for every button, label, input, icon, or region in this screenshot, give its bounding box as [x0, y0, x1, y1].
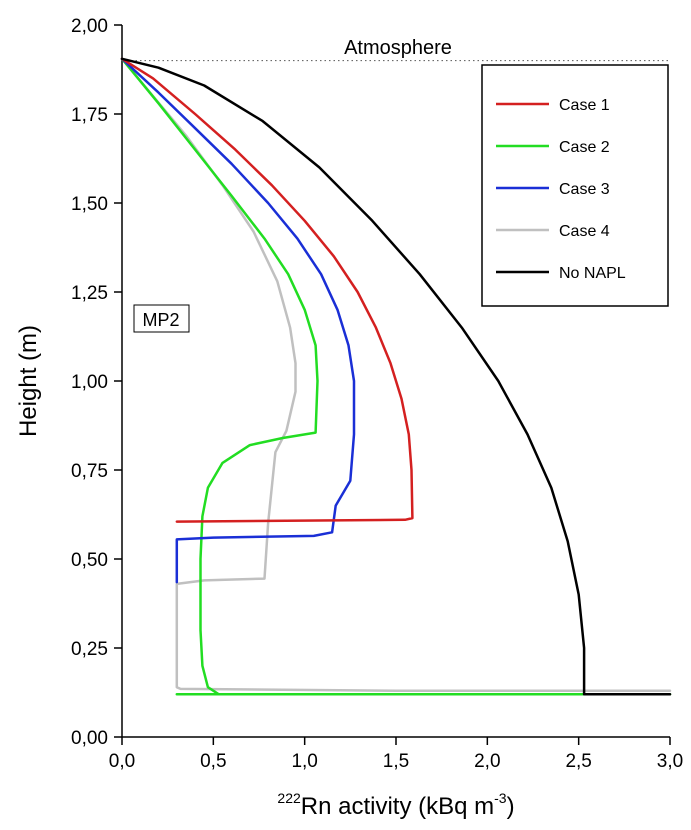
- axis-ticks: 0,0 0,5 1,0 1,5 2,0 2,5 3,0 0,00 0,25 0,50 0,75 1,0…: [71, 16, 683, 772]
- series-line-case-1: [120, 57, 414, 523]
- y-tick-label: 1,25: [71, 283, 108, 304]
- x-tick-label: 0,5: [200, 751, 226, 772]
- y-axis-title: Height (m): [15, 325, 42, 437]
- sample-label: MP2: [142, 310, 179, 330]
- legend-label: No NAPL: [559, 265, 626, 282]
- series-line-no-napl: [120, 57, 672, 696]
- x-tick-label: 0,0: [109, 751, 135, 772]
- legend: Case 1 Case 2 Case 3 Case 4 No NAPL: [481, 64, 669, 307]
- y-tick-label: 2,00: [71, 16, 108, 37]
- series-layer: [120, 57, 672, 696]
- x-tick-label: 3,0: [657, 751, 683, 772]
- y-tick-label: 0,50: [71, 550, 108, 571]
- x-axis-title: 222Rn activity (kBq m-3): [277, 790, 514, 820]
- y-tick-label: 1,50: [71, 194, 108, 215]
- y-tick-label: 0,25: [71, 639, 108, 660]
- x-tick-label: 2,0: [474, 751, 500, 772]
- sample-label-box: [133, 304, 190, 333]
- y-tick-label: 0,00: [71, 728, 108, 749]
- y-tick-label: 1,75: [71, 105, 108, 126]
- x-axis-title-close: ): [507, 793, 515, 820]
- legend-label: Case 1: [559, 97, 610, 114]
- y-tick-label: 0,75: [71, 461, 108, 482]
- atmosphere-label: Atmosphere: [344, 37, 452, 59]
- x-tick-label: 2,5: [565, 751, 591, 772]
- x-axis-title-main: Rn activity (kBq m: [301, 793, 494, 820]
- y-tick-label: 1,00: [71, 372, 108, 393]
- x-axis-title-isotope: 222: [277, 790, 301, 806]
- x-tick-label: 1,0: [291, 751, 317, 772]
- legend-label: Case 4: [559, 223, 610, 240]
- series-line-case-3: [120, 57, 356, 584]
- legend-label: Case 3: [559, 181, 610, 198]
- legend-label: Case 2: [559, 139, 610, 156]
- x-tick-label: 1,5: [383, 751, 409, 772]
- x-axis-title-exponent: -3: [494, 790, 507, 806]
